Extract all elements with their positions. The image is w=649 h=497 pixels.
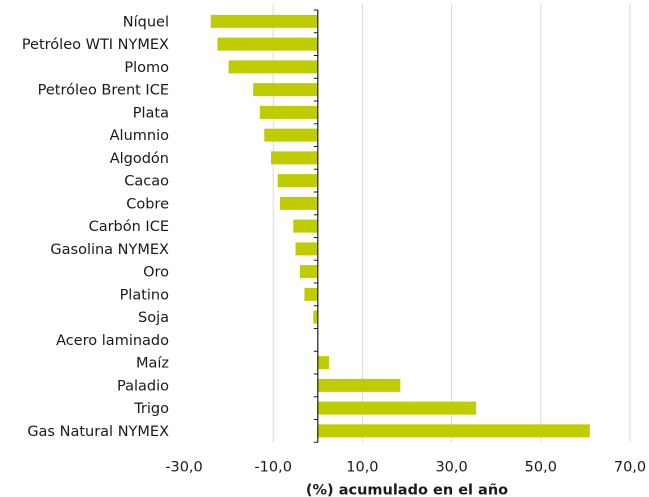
category-label: Alumnio <box>110 128 169 144</box>
gridlines <box>272 4 631 443</box>
category-label: Cobre <box>126 196 169 212</box>
x-tick-label: 30,0 <box>435 459 467 475</box>
category-label: Maíz <box>136 356 169 372</box>
category-label: Carbón ICE <box>89 219 169 235</box>
bars <box>210 14 590 438</box>
bar <box>304 287 318 301</box>
bar <box>299 265 318 279</box>
category-label: Petróleo Brent ICE <box>38 83 169 99</box>
x-tick-label: 10,0 <box>346 459 378 475</box>
bar <box>317 401 477 415</box>
bar <box>295 242 318 256</box>
bar <box>217 37 318 51</box>
x-axis-title: (%) acumulado en el año <box>306 482 508 497</box>
x-tick-label: -10,0 <box>254 459 292 475</box>
bar <box>264 128 318 142</box>
category-label: Petróleo WTI NYMEX <box>22 37 169 53</box>
bar <box>270 151 318 165</box>
category-label: Algodón <box>110 151 169 167</box>
category-label: Gasolina NYMEX <box>50 242 169 258</box>
category-label: Trigo <box>133 401 169 417</box>
bar <box>293 219 318 233</box>
bar <box>317 356 329 370</box>
category-label: Oro <box>143 265 169 281</box>
bar <box>228 60 318 74</box>
category-label: Plata <box>133 105 169 121</box>
category-label: Paladio <box>117 378 169 394</box>
category-label: Acero laminado <box>56 333 169 349</box>
x-tick-labels: -30,0 -10,0 10,0 30,0 50,0 70,0 <box>165 459 646 475</box>
x-tick-label: 50,0 <box>525 459 557 475</box>
category-label: Platino <box>120 287 170 303</box>
x-tick-label: -30,0 <box>165 459 203 475</box>
category-ticks <box>313 9 318 443</box>
category-label: Gas Natural NYMEX <box>27 424 169 440</box>
bar <box>317 378 401 392</box>
category-label: Níquel <box>123 14 169 30</box>
category-label: Cacao <box>124 174 169 190</box>
category-label: Plomo <box>124 60 169 76</box>
bar <box>277 174 318 188</box>
bar <box>259 105 318 119</box>
bar <box>313 310 318 324</box>
x-tick-label: 70,0 <box>614 459 646 475</box>
category-label: Soja <box>138 310 169 326</box>
bar <box>253 83 318 97</box>
bar <box>210 14 318 28</box>
bar <box>317 424 590 438</box>
bar <box>279 196 318 210</box>
category-labels: Níquel Petróleo WTI NYMEX Plomo Petróleo Br… <box>22 14 169 440</box>
